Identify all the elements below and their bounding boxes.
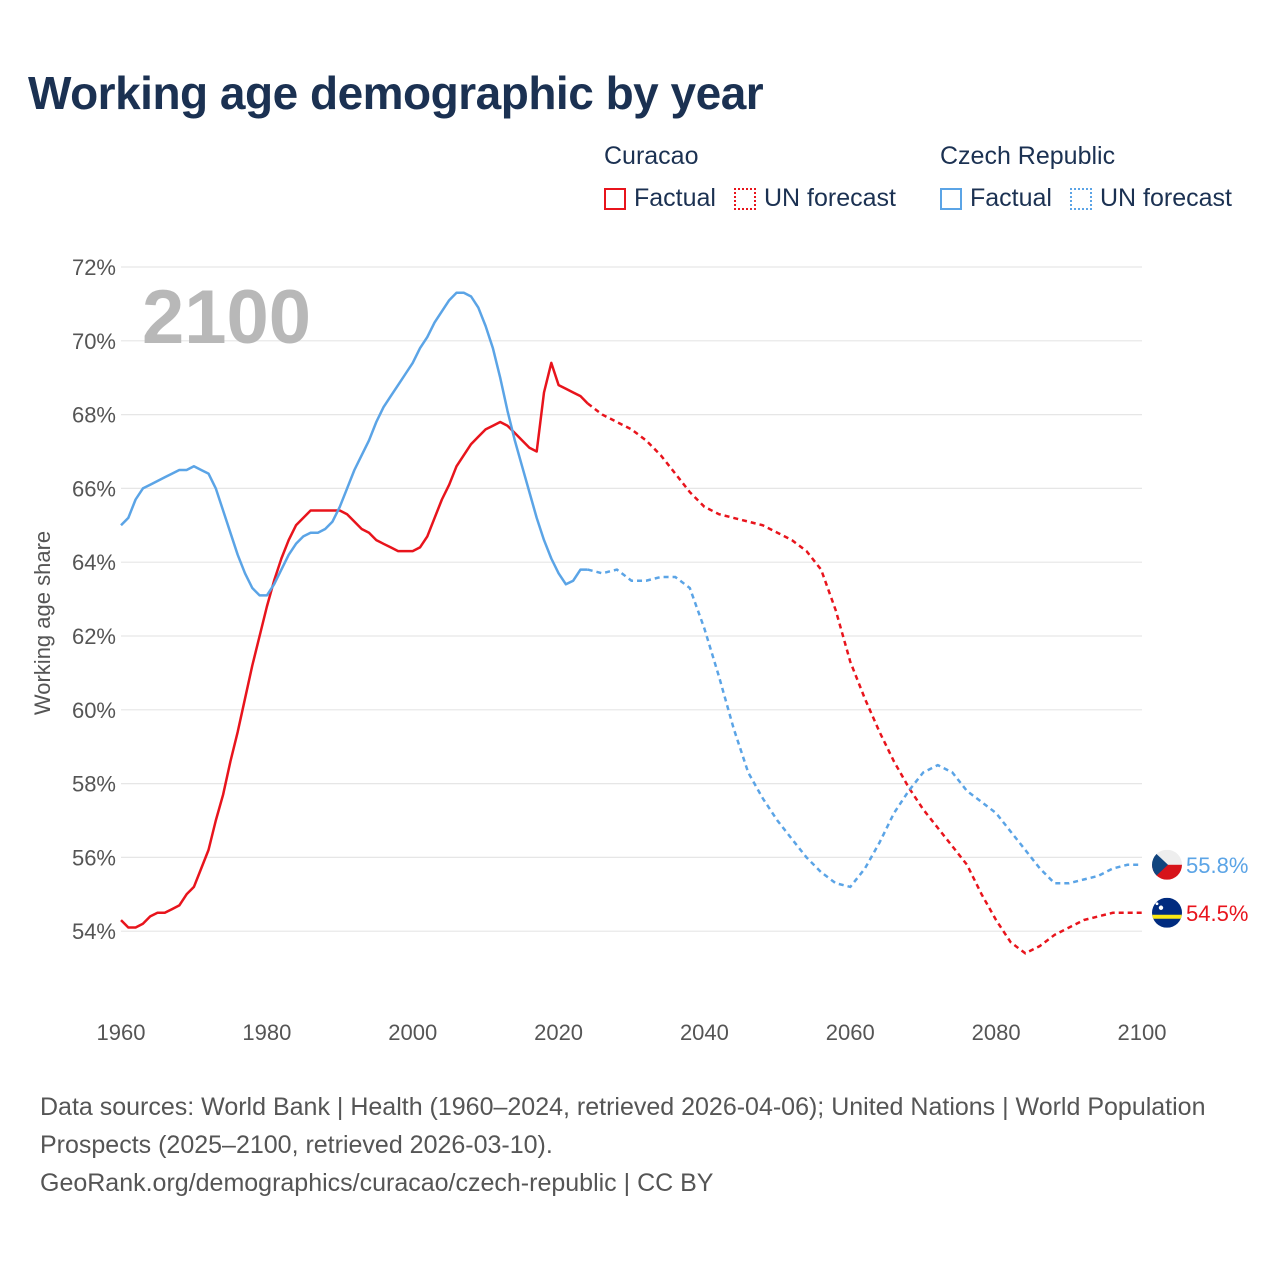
y-tick-label: 56%: [72, 845, 116, 870]
x-tick-label: 1960: [97, 1020, 146, 1045]
footer: Data sources: World Bank | Health (1960–…: [40, 1088, 1240, 1202]
y-tick-label: 70%: [72, 329, 116, 354]
y-tick-label: 60%: [72, 698, 116, 723]
data-sources-text: Data sources: World Bank | Health (1960–…: [40, 1093, 1206, 1159]
legend-label-factual[interactable]: Factual: [970, 184, 1052, 212]
end-value-label: 55.8%: [1186, 853, 1248, 878]
y-tick-label: 54%: [72, 919, 116, 944]
end-value-label: 54.5%: [1186, 901, 1248, 926]
y-axis-label: Working age share: [30, 531, 55, 715]
y-axis-ticks: 54% 56% 58% 60% 62% 64% 66% 68% 70% 72%: [72, 255, 116, 944]
series-line-czech-republic-forecast[interactable]: [587, 568, 1142, 889]
flag-icon-curacao: [1152, 897, 1182, 928]
legend-group-czech-republic: Czech Republic Factual UN forecast: [940, 142, 1250, 213]
year-overlay: 2100: [142, 275, 311, 360]
line-chart: 2100 54% 56% 58% 60% 62% 64% 66% 68% 70% 72% 1960…: [30, 255, 1248, 1045]
legend-group-name: Czech Republic: [940, 142, 1116, 170]
legend-swatch-factual[interactable]: [940, 187, 962, 210]
x-tick-label: 2080: [972, 1020, 1021, 1045]
gridlines: [121, 266, 1142, 932]
series-line-czech-republic-factual[interactable]: [120, 291, 588, 597]
series-line-curacao-factual[interactable]: [120, 361, 589, 929]
y-tick-label: 62%: [72, 624, 116, 649]
series-line-curacao-forecast[interactable]: [586, 402, 1142, 955]
legend-label-forecast[interactable]: UN forecast: [1099, 184, 1232, 212]
legend-label-forecast[interactable]: UN forecast: [763, 184, 896, 212]
y-tick-label: 58%: [72, 772, 116, 797]
legend-swatch-forecast[interactable]: [1069, 187, 1092, 210]
x-tick-label: 2040: [680, 1020, 729, 1045]
x-tick-label: 2100: [1118, 1020, 1167, 1045]
series-lines: [120, 291, 1142, 955]
x-tick-label: 2020: [534, 1020, 583, 1045]
y-tick-label: 64%: [72, 550, 116, 575]
x-axis-ticks: 1960 1980 2000 2020 2040 2060 2080 2100: [97, 1020, 1167, 1045]
attribution-link[interactable]: GeoRank.org/demographics/curacao/czech-r…: [40, 1169, 714, 1197]
x-tick-label: 1980: [242, 1020, 291, 1045]
legend-swatch-forecast[interactable]: [733, 187, 756, 210]
y-tick-label: 68%: [72, 403, 116, 428]
chart-title: Working age demographic by year: [28, 67, 764, 119]
legend-group-name: Curacao: [604, 142, 699, 170]
end-markers: 54.5% 55.8%: [1152, 849, 1248, 928]
y-tick-label: 66%: [72, 476, 116, 501]
x-tick-label: 2000: [388, 1020, 437, 1045]
y-tick-label: 72%: [72, 255, 116, 280]
x-tick-label: 2060: [826, 1020, 875, 1045]
legend-label-factual[interactable]: Factual: [634, 184, 716, 212]
legend-swatch-factual[interactable]: [604, 187, 626, 210]
flag-icon-czech-republic: [1152, 849, 1182, 880]
legend-group-curacao: Curacao Factual UN forecast: [604, 142, 914, 213]
